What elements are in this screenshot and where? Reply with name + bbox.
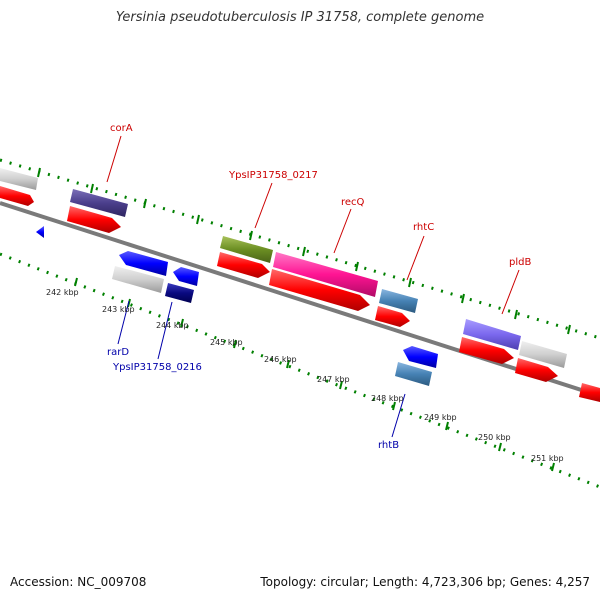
gene-label-rhtB[interactable]: rhtB xyxy=(378,440,399,451)
gene-label-corA[interactable]: corA xyxy=(110,123,133,134)
kbp-tick-label: 247 kbp xyxy=(317,375,350,384)
cds-reverse[interactable] xyxy=(403,346,438,368)
kbp-tick-label: 248 kbp xyxy=(371,394,404,403)
kbp-tick-label: 250 kbp xyxy=(478,433,511,442)
accession-text: Accession: NC_009708 xyxy=(10,575,147,589)
outer-major-ticks xyxy=(37,167,571,335)
kbp-tick-label: 249 kbp xyxy=(424,413,457,422)
gene-feature-rhtC[interactable] xyxy=(379,289,418,313)
feature-row-forward-cds xyxy=(0,186,600,402)
feature-row-forward-outer xyxy=(0,168,567,368)
gene-feature-gray[interactable] xyxy=(0,168,38,190)
kbp-tick-label: 245 kbp xyxy=(210,338,243,347)
kbp-tick-label: 246 kbp xyxy=(264,355,297,364)
gene-label-YpsIP31758_0216[interactable]: YpsIP31758_0216 xyxy=(112,362,202,373)
inner-major-ticks xyxy=(74,277,555,472)
forward-label-leaders xyxy=(106,135,520,315)
gene-feature-recQ[interactable] xyxy=(273,252,378,297)
cds-forward[interactable] xyxy=(217,252,270,278)
cds-reverse-small[interactable] xyxy=(36,226,44,238)
cds-forward[interactable] xyxy=(515,358,558,382)
gene-feature-gray-2[interactable] xyxy=(519,341,567,368)
reverse-label-leaders xyxy=(117,300,406,438)
cds-forward[interactable] xyxy=(459,337,514,364)
gene-label-YpsIP31758_0217[interactable]: YpsIP31758_0217 xyxy=(228,170,318,181)
kbp-tick-label: 242 kbp xyxy=(46,288,79,297)
cds-forward[interactable] xyxy=(375,306,410,327)
gene-feature-rarD[interactable] xyxy=(112,266,164,293)
map-title: Yersinia pseudotuberculosis IP 31758, co… xyxy=(115,10,485,25)
gene-label-rhtC[interactable]: rhtC xyxy=(413,222,434,233)
feature-row-reverse xyxy=(36,226,438,386)
gene-feature-rhtB[interactable] xyxy=(395,362,432,386)
gene-feature-corA[interactable] xyxy=(70,189,128,217)
kbp-tick-label: 243 kbp xyxy=(102,305,135,314)
gene-feature-pldB[interactable] xyxy=(463,319,521,350)
cds-forward[interactable] xyxy=(67,206,121,233)
cds-reverse[interactable] xyxy=(119,251,168,276)
outer-tick-track xyxy=(0,158,600,340)
gene-label-rarD[interactable]: rarD xyxy=(107,347,129,358)
cds-forward[interactable] xyxy=(579,383,600,402)
cds-forward[interactable] xyxy=(0,186,34,206)
inner-tick-track xyxy=(0,252,600,489)
gene-feature-YpsIP31758_0217[interactable] xyxy=(220,236,273,263)
cds-reverse[interactable] xyxy=(173,267,199,286)
gene-feature-YpsIP31758_0216[interactable] xyxy=(165,283,194,303)
genome-summary-text: Topology: circular; Length: 4,723,306 bp… xyxy=(260,575,590,589)
gene-label-recQ[interactable]: recQ xyxy=(341,197,365,208)
gene-label-pldB[interactable]: pldB xyxy=(509,257,531,268)
genome-backbone xyxy=(0,201,600,398)
cds-forward[interactable] xyxy=(269,269,370,311)
kbp-tick-label: 244 kbp xyxy=(156,321,189,330)
kbp-tick-label: 251 kbp xyxy=(531,454,564,463)
